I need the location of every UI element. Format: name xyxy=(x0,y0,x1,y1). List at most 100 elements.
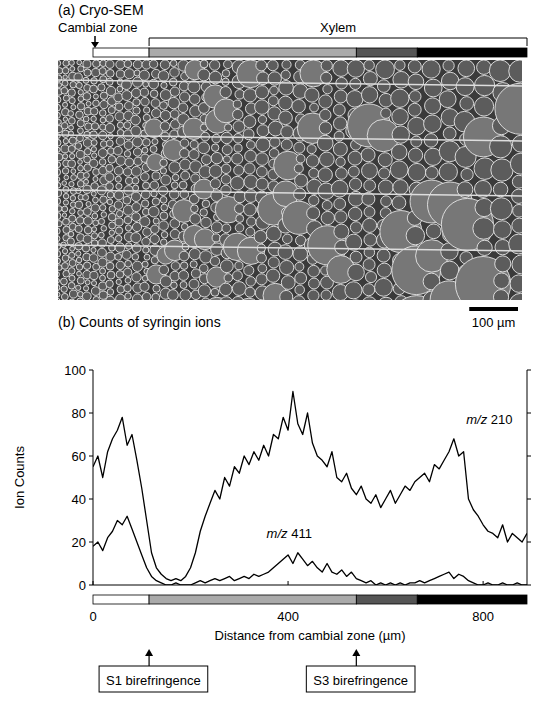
sem-cell xyxy=(320,109,331,120)
sem-cell xyxy=(334,198,346,210)
sem-cell xyxy=(98,248,107,257)
zone-bar xyxy=(93,595,149,604)
sem-cell xyxy=(132,253,139,260)
sem-cell xyxy=(107,199,112,204)
y-tick-label: 100 xyxy=(64,363,86,378)
sem-cell xyxy=(75,143,82,150)
sem-cell xyxy=(409,91,421,103)
sem-cell xyxy=(308,265,320,277)
sem-cell xyxy=(189,279,199,289)
sem-cell xyxy=(348,151,362,165)
sem-cell xyxy=(83,60,91,68)
sem-cell xyxy=(211,288,219,296)
sem-cell xyxy=(132,272,141,281)
sem-cell xyxy=(132,177,139,184)
sem-cell xyxy=(92,153,97,158)
sem-cell xyxy=(115,235,122,242)
sem-cell xyxy=(489,60,511,82)
sem-cell xyxy=(143,182,150,189)
sem-cell xyxy=(460,97,474,111)
series-label-part: m/z xyxy=(267,526,288,541)
sem-cell xyxy=(224,124,231,131)
sem-cell xyxy=(77,60,82,65)
sem-cell xyxy=(141,200,148,207)
sem-cell xyxy=(62,130,69,137)
sem-cell xyxy=(294,142,305,153)
sem-cell xyxy=(245,287,255,297)
sem-cell xyxy=(493,182,508,197)
sem-cell xyxy=(109,222,116,229)
sem-cell xyxy=(362,297,377,300)
sem-cell xyxy=(456,78,474,96)
sem-cell xyxy=(256,60,267,71)
y-tick-right xyxy=(527,413,531,414)
sem-cell xyxy=(131,166,141,176)
sem-cell xyxy=(133,185,139,191)
sem-cell xyxy=(364,180,376,192)
sem-cell xyxy=(349,300,363,301)
sem-image xyxy=(58,60,522,300)
sem-cell xyxy=(390,161,408,179)
y-axis-right xyxy=(527,370,528,585)
sem-cell xyxy=(334,131,344,141)
sem-cell xyxy=(243,89,256,102)
sem-cell xyxy=(180,92,190,102)
sem-cell xyxy=(512,218,522,233)
sem-cell xyxy=(333,117,346,130)
sem-cell xyxy=(91,191,96,196)
series-label-part: 210 xyxy=(487,412,512,427)
sem-cell xyxy=(424,79,442,97)
sem-cell xyxy=(381,108,391,118)
sem-cell xyxy=(117,129,124,136)
sem-cell xyxy=(159,221,169,231)
sem-cell xyxy=(84,179,89,184)
sem-cell xyxy=(125,277,131,283)
sem-cell xyxy=(247,217,256,226)
sem-cell xyxy=(64,175,69,180)
zone-bar xyxy=(356,595,417,604)
sem-cell xyxy=(319,152,334,167)
zone-bar-top xyxy=(417,48,527,57)
sem-cell xyxy=(78,165,84,171)
sem-cell xyxy=(84,131,90,137)
sem-cell xyxy=(116,294,125,300)
sem-cell xyxy=(83,139,92,148)
sem-cell xyxy=(309,168,319,178)
sem-cell xyxy=(69,154,74,159)
sem-cell xyxy=(58,104,61,111)
sem-cell xyxy=(256,178,268,190)
sem-cell xyxy=(125,293,131,299)
sem-cell xyxy=(62,255,69,262)
sem-cell xyxy=(256,274,267,285)
sem-cell xyxy=(76,111,84,119)
sem-cell xyxy=(439,91,456,108)
sem-cell xyxy=(116,70,124,78)
sem-cell xyxy=(350,251,362,263)
sem-cell xyxy=(143,81,149,87)
sem-cell xyxy=(100,117,106,123)
sem-cell xyxy=(91,204,99,212)
zone-bar xyxy=(149,595,356,604)
sem-cell xyxy=(133,99,140,106)
sem-cell xyxy=(67,238,74,245)
sem-cell xyxy=(392,108,409,125)
sem-cell xyxy=(180,262,187,269)
sem-cell xyxy=(124,60,132,68)
sem-cell xyxy=(77,180,84,187)
sem-cell xyxy=(361,87,377,103)
sem-cell xyxy=(131,115,141,125)
sem-cell xyxy=(152,198,159,205)
x-axis-title: Distance from cambial zone (µm) xyxy=(215,628,406,643)
sem-cell xyxy=(93,296,99,300)
sem-cell xyxy=(124,284,132,292)
sem-cell xyxy=(365,271,376,282)
sem-cell xyxy=(375,278,393,296)
sem-cell xyxy=(161,175,171,185)
sem-cell xyxy=(82,292,91,300)
sem-cell xyxy=(191,269,200,278)
sem-cell xyxy=(495,239,510,254)
sem-cell xyxy=(510,275,522,292)
sem-cell xyxy=(58,183,61,189)
sem-cell xyxy=(100,196,108,204)
sem-cell xyxy=(336,157,345,166)
